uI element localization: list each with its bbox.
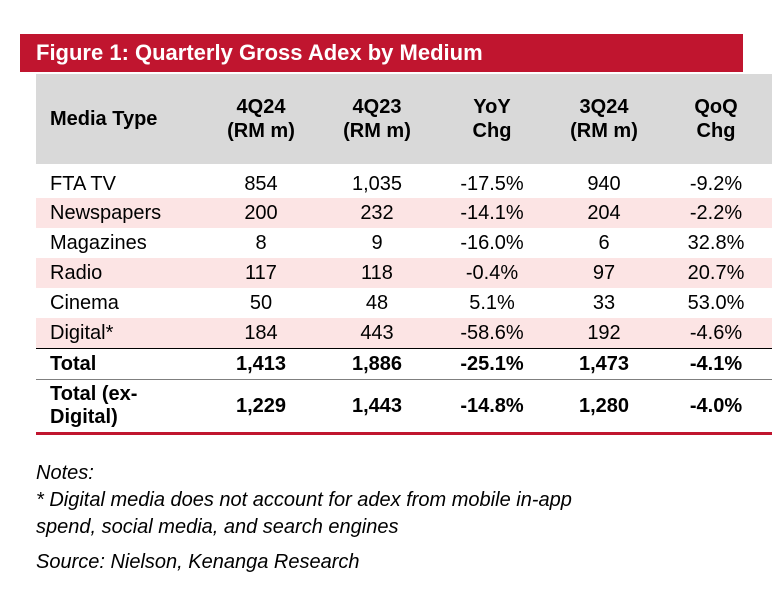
cell-media: Cinema bbox=[50, 291, 119, 314]
table-row: Magazines 8 9 -16.0% 6 32.8% bbox=[36, 228, 772, 258]
cell-qoq: -2.2% bbox=[660, 198, 772, 228]
cell-yoy: -25.1% bbox=[436, 348, 548, 380]
cell-4q24: 117 bbox=[204, 258, 318, 288]
cell-media: Total bbox=[36, 348, 204, 380]
table-row: Cinema 50 48 5.1% 33 53.0% bbox=[36, 288, 772, 318]
header-4q24: 4Q24 (RM m) bbox=[204, 74, 318, 164]
cell-3q24: 940 bbox=[587, 172, 621, 195]
cell-qoq: -4.6% bbox=[660, 318, 772, 349]
cell-media: FTA TV bbox=[50, 172, 116, 195]
figure-title: Figure 1: Quarterly Gross Adex by Medium bbox=[36, 40, 483, 65]
footnote-line-2: spend, social media, and search engines bbox=[36, 516, 399, 538]
cell-yoy: -16.0% bbox=[460, 231, 524, 254]
cell-qoq: 32.8% bbox=[687, 231, 745, 254]
source-note: Source: Nielson, Kenanga Research bbox=[36, 551, 360, 573]
cell-yoy: -14.8% bbox=[436, 379, 548, 435]
header-yoy-chg: YoY Chg bbox=[436, 74, 548, 164]
total-ex-digital-row: Total (ex- Digital) 1,229 1,443 -14.8% 1,… bbox=[36, 379, 772, 435]
cell-qoq: -9.2% bbox=[689, 172, 743, 195]
notes-heading: Notes: bbox=[36, 462, 94, 484]
header-3q24: 3Q24 (RM m) bbox=[548, 74, 660, 164]
cell-qoq: 53.0% bbox=[687, 291, 745, 314]
header-media-type: Media Type bbox=[36, 74, 204, 164]
cell-4q24: 1,413 bbox=[204, 348, 318, 380]
cell-4q23: 443 bbox=[318, 318, 436, 349]
header-qoq-chg: QoQ Chg bbox=[660, 74, 772, 164]
cell-4q24: 8 bbox=[255, 231, 267, 254]
cell-qoq: -4.0% bbox=[660, 379, 772, 435]
adex-table: Media Type 4Q24 (RM m) 4Q23 (RM m) YoY Chg … bbox=[36, 74, 772, 435]
cell-yoy: -14.1% bbox=[436, 198, 548, 228]
cell-media: Digital* bbox=[36, 318, 204, 349]
cell-media: Newspapers bbox=[36, 198, 204, 228]
cell-4q23: 9 bbox=[371, 231, 383, 254]
cell-yoy: -17.5% bbox=[460, 172, 524, 195]
cell-3q24: 97 bbox=[548, 258, 660, 288]
cell-4q23: 1,035 bbox=[351, 172, 403, 195]
cell-3q24: 192 bbox=[548, 318, 660, 349]
cell-qoq: 20.7% bbox=[660, 258, 772, 288]
table-row: Radio 117 118 -0.4% 97 20.7% bbox=[36, 258, 772, 288]
cell-4q24: 854 bbox=[244, 172, 278, 195]
cell-4q23: 232 bbox=[318, 198, 436, 228]
cell-3q24: 1,473 bbox=[548, 348, 660, 380]
cell-yoy: -58.6% bbox=[436, 318, 548, 349]
cell-4q24: 1,229 bbox=[204, 379, 318, 435]
cell-media: Total (ex- Digital) bbox=[36, 379, 204, 435]
footnote-line-1: * Digital media does not account for ade… bbox=[36, 489, 572, 511]
cell-media: Radio bbox=[36, 258, 204, 288]
cell-3q24: 1,280 bbox=[548, 379, 660, 435]
header-4q23: 4Q23 (RM m) bbox=[318, 74, 436, 164]
table-row: FTA TV 854 1,035 -17.5% 940 -9.2% bbox=[36, 164, 772, 198]
table-row: Newspapers 200 232 -14.1% 204 -2.2% bbox=[36, 198, 772, 228]
notes-section: Notes: * Digital media does not account … bbox=[36, 460, 736, 576]
cell-3q24: 204 bbox=[548, 198, 660, 228]
table-row: Digital* 184 443 -58.6% 192 -4.6% bbox=[36, 318, 772, 349]
figure-title-bar: Figure 1: Quarterly Gross Adex by Medium bbox=[20, 34, 743, 72]
cell-4q24: 184 bbox=[204, 318, 318, 349]
cell-4q23: 1,443 bbox=[318, 379, 436, 435]
cell-4q24: 200 bbox=[204, 198, 318, 228]
cell-4q23: 48 bbox=[365, 291, 389, 314]
cell-4q23: 118 bbox=[318, 258, 436, 288]
cell-3q24: 33 bbox=[592, 291, 616, 314]
cell-media: Magazines bbox=[50, 231, 147, 254]
total-row: Total 1,413 1,886 -25.1% 1,473 -4.1% bbox=[36, 348, 772, 380]
cell-yoy: -0.4% bbox=[436, 258, 548, 288]
cell-4q24: 50 bbox=[249, 291, 273, 314]
cell-yoy: 5.1% bbox=[469, 291, 515, 314]
table-header-row: Media Type 4Q24 (RM m) 4Q23 (RM m) YoY Chg … bbox=[36, 74, 772, 164]
cell-3q24: 6 bbox=[598, 231, 610, 254]
cell-4q23: 1,886 bbox=[318, 348, 436, 380]
cell-qoq: -4.1% bbox=[660, 348, 772, 380]
